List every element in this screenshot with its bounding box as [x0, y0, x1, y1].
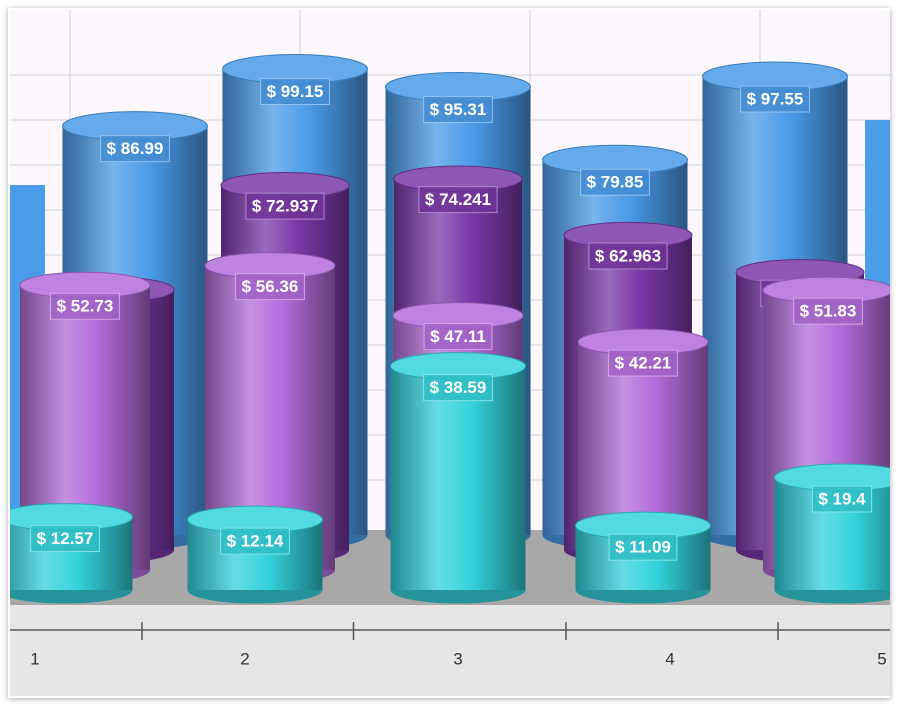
- value-label-box: [811, 485, 873, 513]
- value-label: $ 12.57: [37, 529, 94, 548]
- value-label: $ 79.85: [587, 173, 644, 192]
- value-label: $ 74.241: [425, 190, 491, 209]
- x-tick-label: 4: [665, 649, 674, 668]
- x-tick-label: 5: [877, 649, 886, 668]
- value-label-box: [30, 525, 100, 553]
- value-label-box: [608, 349, 678, 377]
- value-label-box: [50, 292, 120, 320]
- value-label: $ 72.937: [252, 197, 318, 216]
- value-label-box: [580, 168, 650, 196]
- value-label: $ 62.963: [595, 246, 661, 265]
- value-label: $ 86.99: [107, 139, 164, 158]
- value-label-box: [740, 85, 810, 113]
- value-label-box: [100, 135, 170, 163]
- x-tick-label: 1: [30, 649, 39, 668]
- value-label-box: [588, 242, 668, 270]
- plot-area: $ 86.99 $ 99.15 $ 95.31 $ 79.85 $ 97.55 $ 52.…: [10, 10, 890, 696]
- value-label-box: [235, 273, 305, 301]
- value-label: $ 97.55: [747, 89, 804, 108]
- value-label: $ 12.14: [227, 532, 284, 551]
- value-label: $ 51.83: [800, 302, 857, 321]
- value-label-box: [220, 527, 290, 555]
- value-label-box: [245, 192, 325, 220]
- value-label-box: [423, 323, 493, 351]
- x-tick-label: 3: [453, 649, 462, 668]
- value-label: $ 52.73: [57, 297, 114, 316]
- value-label: $ 19.4: [818, 489, 866, 508]
- value-label: $ 11.09: [615, 538, 671, 557]
- axis-band: [10, 605, 890, 696]
- value-label: $ 95.31: [430, 100, 487, 119]
- value-label: $ 47.11: [430, 327, 486, 346]
- value-label: $ 56.36: [242, 277, 299, 296]
- value-label: $ 38.59: [430, 378, 487, 397]
- value-label-box: [608, 533, 678, 561]
- value-label-box: [423, 96, 493, 124]
- value-label-box: [418, 186, 498, 214]
- x-tick-label: 2: [240, 649, 249, 668]
- value-label: $ 99.15: [267, 82, 324, 101]
- cylinder: [390, 366, 526, 590]
- value-label-box: [260, 77, 330, 105]
- value-label-box: [793, 297, 863, 325]
- value-label-box: [423, 374, 493, 402]
- value-label: $ 42.21: [615, 354, 672, 373]
